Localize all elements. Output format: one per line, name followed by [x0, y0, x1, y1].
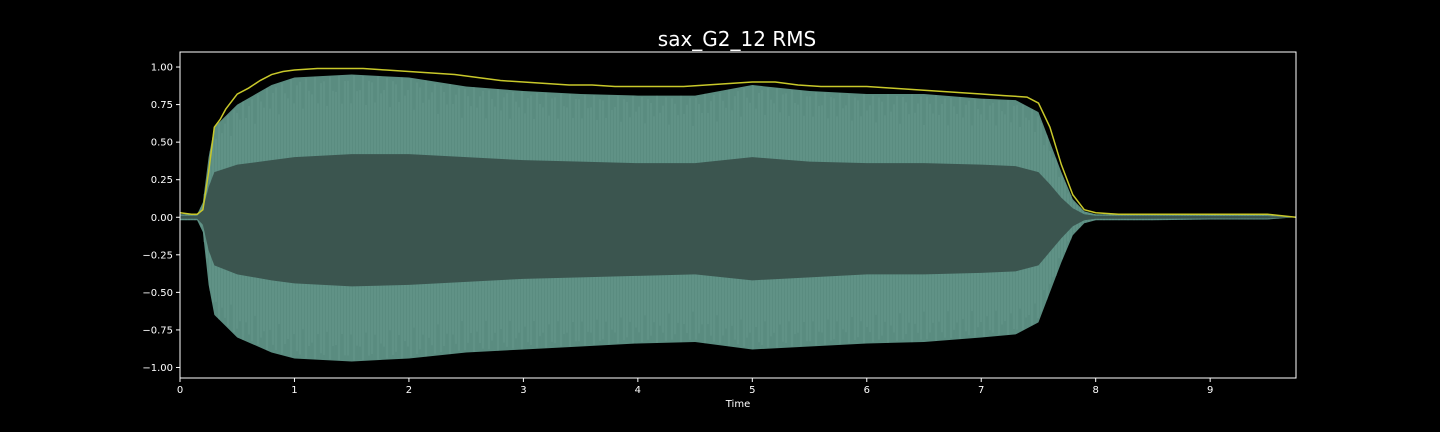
y-tick-label: 0.75: [151, 100, 173, 111]
x-tick-label: 8: [1093, 385, 1099, 396]
y-tick-label: −1.00: [142, 363, 173, 374]
x-tick-label: 9: [1207, 385, 1213, 396]
x-tick-label: 3: [520, 385, 526, 396]
x-tick-label: 4: [635, 385, 641, 396]
rms-line: [180, 67, 1296, 218]
y-axis-ticks: 1.00 0.75 0.50 0.25 0.00 −0.25 −0.50 −0.75 −1.00: [142, 63, 180, 374]
x-tick-label: 1: [291, 385, 297, 396]
y-tick-label: −0.50: [142, 288, 173, 299]
x-axis-label: Time: [725, 399, 750, 410]
x-tick-label: 2: [406, 385, 412, 396]
plot-area: [180, 67, 1296, 362]
waveform-inner-envelope: [180, 154, 1296, 287]
y-tick-label: 0.25: [151, 175, 173, 186]
x-tick-label: 5: [749, 385, 755, 396]
y-tick-label: 0.00: [151, 213, 173, 224]
x-tick-label: 7: [978, 385, 984, 396]
chart-title: sax_G2_12 RMS: [658, 27, 816, 51]
plot-frame: [179, 51, 1297, 379]
y-tick-label: 1.00: [151, 63, 173, 74]
x-tick-label: 6: [864, 385, 870, 396]
y-tick-label: 0.50: [151, 138, 173, 149]
x-tick-label: 0: [177, 385, 183, 396]
x-axis-ticks: 0 1 2 3 4 5 6 7 8 9: [177, 378, 1213, 396]
y-tick-label: −0.75: [142, 325, 173, 336]
y-tick-label: −0.25: [142, 250, 173, 261]
